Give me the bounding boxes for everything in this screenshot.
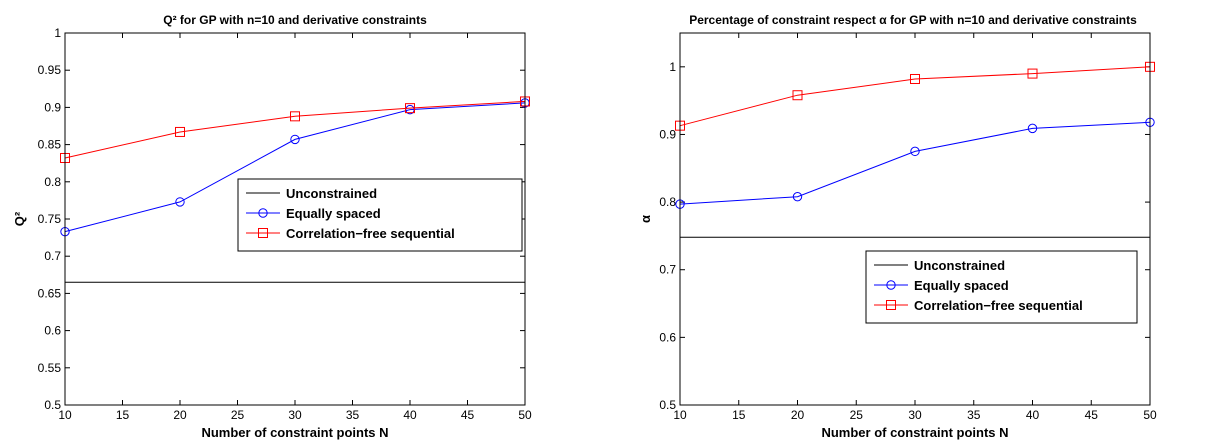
y-tick-label: 0.9: [659, 127, 676, 141]
legend-box: [237, 178, 523, 252]
y-tick-label: 0.5: [659, 398, 676, 412]
y-tick-label: 1: [54, 26, 61, 40]
legend-label: Unconstrained: [286, 186, 377, 201]
y-tick-label: 0.85: [38, 138, 62, 152]
x-tick-label: 10: [673, 408, 687, 422]
chart-q2: Q² for GP with n=10 and derivative const…: [12, 13, 532, 440]
data-point: [792, 191, 803, 202]
legend-marker: [886, 280, 896, 290]
y-tick-label: 0.95: [38, 63, 62, 77]
data-point: [1027, 68, 1038, 79]
data-point: [405, 103, 415, 114]
legend-marker: [258, 228, 268, 238]
series-line-1: [64, 102, 526, 233]
y-tick-label: 0.8: [44, 175, 61, 189]
legend-label: Unconstrained: [914, 258, 1005, 273]
x-tick-label: 40: [1026, 408, 1040, 422]
legend-label: Equally spaced: [286, 206, 381, 221]
plot-frame: [679, 32, 1151, 406]
x-tick-label: 35: [346, 408, 360, 422]
y-tick-label: 0.7: [659, 263, 676, 277]
x-tick-label: 25: [231, 408, 245, 422]
series-line-1: [679, 121, 1151, 205]
plot-area: [680, 33, 1150, 405]
x-axis-title: Number of constraint points N: [821, 425, 1008, 440]
legend-marker: [258, 208, 268, 218]
legend-label: Equally spaced: [914, 278, 1009, 293]
legend: Unconstrained Equally spaced Correlation−f…: [237, 178, 523, 252]
x-tick-label: 40: [403, 408, 417, 422]
data-point: [290, 111, 300, 122]
x-tick-label: 15: [116, 408, 130, 422]
x-tick-label: 20: [791, 408, 805, 422]
y-tick-label: 0.65: [38, 286, 62, 300]
data-point: [175, 126, 185, 137]
y-axis-title: Q²: [12, 211, 27, 226]
legend: Unconstrained Equally spaced Correlation−f…: [865, 250, 1138, 324]
data-point: [910, 146, 920, 157]
y-tick-label: 0.55: [38, 361, 62, 375]
data-point: [290, 134, 300, 145]
x-axis-title: Number of constraint points N: [201, 425, 388, 440]
legend-label: Correlation−free sequential: [286, 226, 455, 241]
legend-marker: [886, 300, 896, 310]
x-tick-label: 30: [288, 408, 302, 422]
axis-ticks: 10 15 20 25 30 35 40 45 50 0.5 0.6 0.7 0.8 0.9 1: [659, 33, 1157, 422]
legend-label: Correlation−free sequential: [914, 298, 1083, 313]
x-tick-label: 20: [173, 408, 187, 422]
data-point: [792, 90, 803, 101]
plot-frame: [64, 32, 526, 406]
y-tick-label: 0.7: [44, 249, 61, 263]
chart-alpha: Percentage of constraint respect α for G…: [638, 13, 1157, 440]
x-tick-label: 10: [58, 408, 72, 422]
series-line-2: [64, 100, 526, 159]
legend-box: [865, 250, 1138, 324]
y-tick-label: 0.5: [44, 398, 61, 412]
x-tick-label: 50: [1143, 408, 1157, 422]
y-axis-title: α: [638, 215, 653, 223]
y-tick-label: 0.6: [44, 324, 61, 338]
series-group: [675, 61, 1155, 238]
y-tick-label: 0.75: [38, 212, 62, 226]
y-tick-label: 0.6: [659, 330, 676, 344]
x-tick-label: 45: [1085, 408, 1099, 422]
data-point: [1027, 123, 1038, 134]
y-tick-label: 0.9: [44, 100, 61, 114]
y-tick-label: 1: [669, 60, 676, 74]
x-tick-label: 25: [850, 408, 864, 422]
x-tick-label: 50: [518, 408, 532, 422]
chart-title: Percentage of constraint respect α for G…: [689, 13, 1137, 27]
data-point: [175, 197, 185, 207]
data-point: [910, 73, 920, 84]
x-tick-label: 45: [461, 408, 475, 422]
series-line-2: [679, 66, 1151, 127]
x-tick-label: 30: [908, 408, 922, 422]
x-tick-label: 15: [732, 408, 746, 422]
x-tick-label: 35: [967, 408, 981, 422]
axis-ticks: 10 15 20 25 30 35 40 45 50 0.5 0.55 0.6 0.65 0.7 0.75 0…: [38, 26, 532, 422]
y-tick-label: 0.8: [659, 195, 676, 209]
chart-title: Q² for GP with n=10 and derivative const…: [163, 13, 427, 27]
